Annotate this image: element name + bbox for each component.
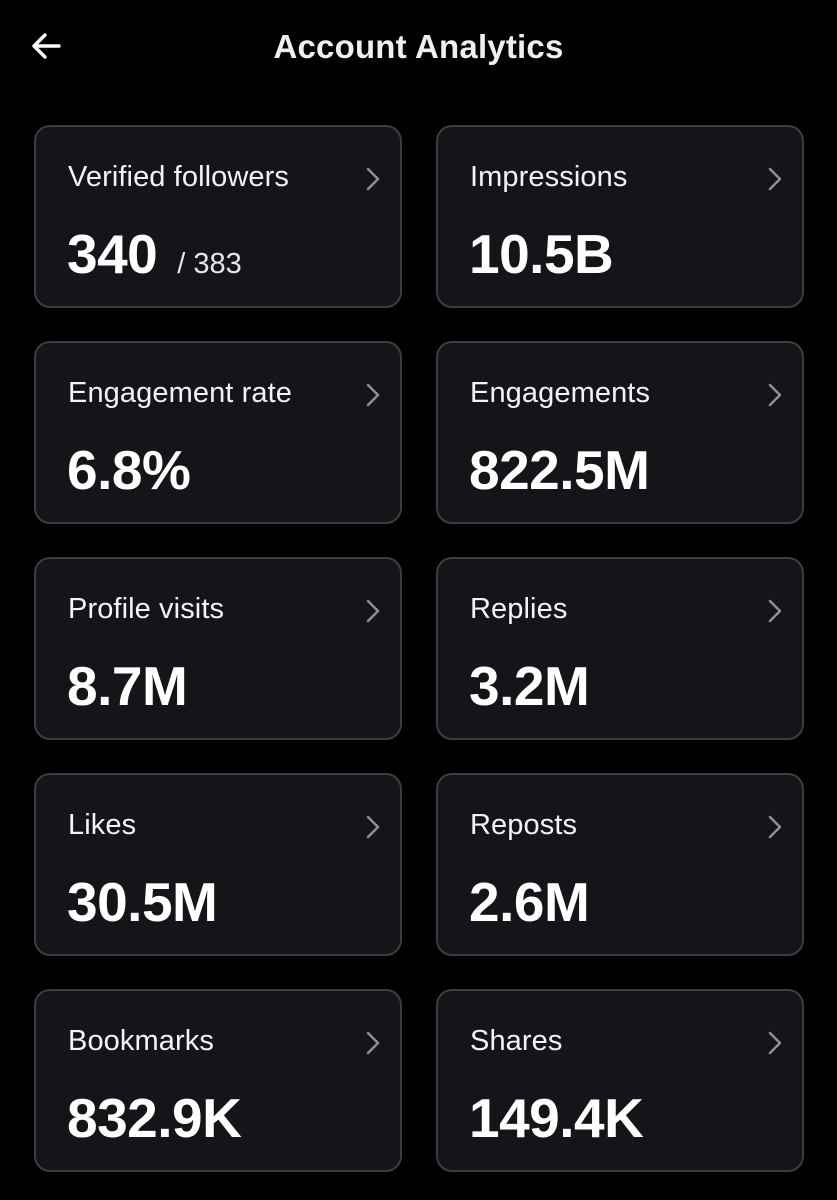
metric-label: Verified followers: [68, 161, 290, 193]
metric-value: 832.9K: [67, 1087, 242, 1149]
metrics-grid: Verified followers 340 / 383 Impressions …: [34, 125, 804, 1172]
metric-card-profile-visits[interactable]: Profile visits 8.7M: [34, 557, 402, 740]
metric-label: Replies: [470, 593, 568, 625]
metric-value: 822.5M: [469, 439, 650, 501]
chevron-right-icon: [366, 167, 380, 191]
metric-label: Shares: [470, 1025, 563, 1057]
chevron-right-icon: [366, 815, 380, 839]
metric-value: 6.8%: [67, 439, 191, 501]
metric-card-likes[interactable]: Likes 30.5M: [34, 773, 402, 956]
chevron-right-icon: [366, 383, 380, 407]
metric-card-bookmarks[interactable]: Bookmarks 832.9K: [34, 989, 402, 1172]
metric-label: Impressions: [470, 161, 628, 193]
metric-value-total: / 383: [177, 248, 242, 280]
metric-card-shares[interactable]: Shares 149.4K: [436, 989, 804, 1172]
header: Account Analytics: [0, 0, 837, 96]
metric-value: 149.4K: [469, 1087, 644, 1149]
metric-label: Engagement rate: [68, 377, 292, 409]
metric-value: 8.7M: [67, 655, 188, 717]
metric-label: Reposts: [470, 809, 578, 841]
metric-label: Profile visits: [68, 593, 225, 625]
chevron-right-icon: [768, 1031, 782, 1055]
arrow-left-icon: [32, 33, 61, 59]
metric-card-engagements[interactable]: Engagements 822.5M: [436, 341, 804, 524]
metric-label: Likes: [68, 809, 137, 841]
metric-value: 30.5M: [67, 871, 218, 933]
metric-card-reposts[interactable]: Reposts 2.6M: [436, 773, 804, 956]
metric-card-replies[interactable]: Replies 3.2M: [436, 557, 804, 740]
metric-label: Engagements: [470, 377, 651, 409]
chevron-right-icon: [366, 599, 380, 623]
metric-label: Bookmarks: [68, 1025, 214, 1057]
metric-card-impressions[interactable]: Impressions 10.5B: [436, 125, 804, 308]
metric-value: 3.2M: [469, 655, 590, 717]
chevron-right-icon: [768, 167, 782, 191]
chevron-right-icon: [768, 383, 782, 407]
metric-card-verified-followers[interactable]: Verified followers 340 / 383: [34, 125, 402, 308]
back-button[interactable]: [26, 26, 66, 66]
chevron-right-icon: [768, 815, 782, 839]
metric-value: 10.5B: [469, 223, 614, 285]
metric-value: 2.6M: [469, 871, 590, 933]
metric-card-engagement-rate[interactable]: Engagement rate 6.8%: [34, 341, 402, 524]
metric-value: 340 / 383: [67, 223, 242, 295]
page-title: Account Analytics: [273, 28, 564, 65]
chevron-right-icon: [366, 1031, 380, 1055]
metric-value-main: 340: [67, 223, 158, 285]
chevron-right-icon: [768, 599, 782, 623]
